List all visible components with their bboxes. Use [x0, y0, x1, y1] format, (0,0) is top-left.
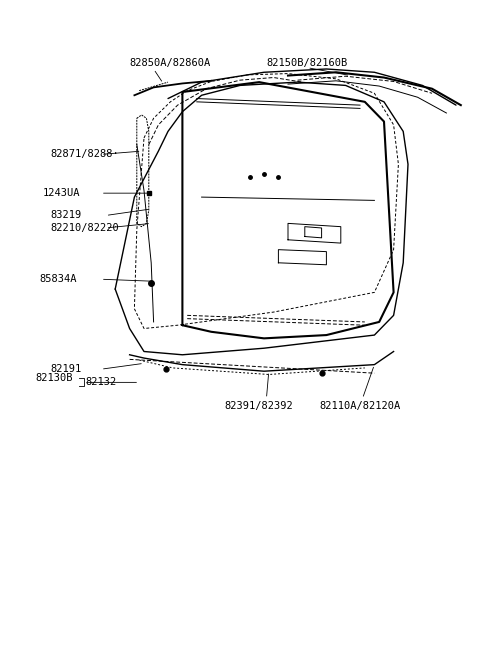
Text: 82132: 82132	[85, 377, 117, 388]
Text: 82210/82220: 82210/82220	[50, 223, 119, 233]
Text: 82871/8288·: 82871/8288·	[50, 149, 119, 160]
Text: 82110A/82120A: 82110A/82120A	[319, 401, 401, 411]
Text: 83219: 83219	[50, 210, 82, 221]
Text: 82850A/82860A: 82850A/82860A	[130, 58, 211, 68]
Text: 82391/82392: 82391/82392	[225, 401, 294, 411]
Text: 1243UA: 1243UA	[43, 188, 81, 198]
Text: 82130B: 82130B	[35, 373, 72, 383]
Text: 82191: 82191	[50, 364, 82, 374]
Text: 82150B/82160B: 82150B/82160B	[266, 58, 348, 68]
Text: 85834A: 85834A	[40, 274, 77, 284]
